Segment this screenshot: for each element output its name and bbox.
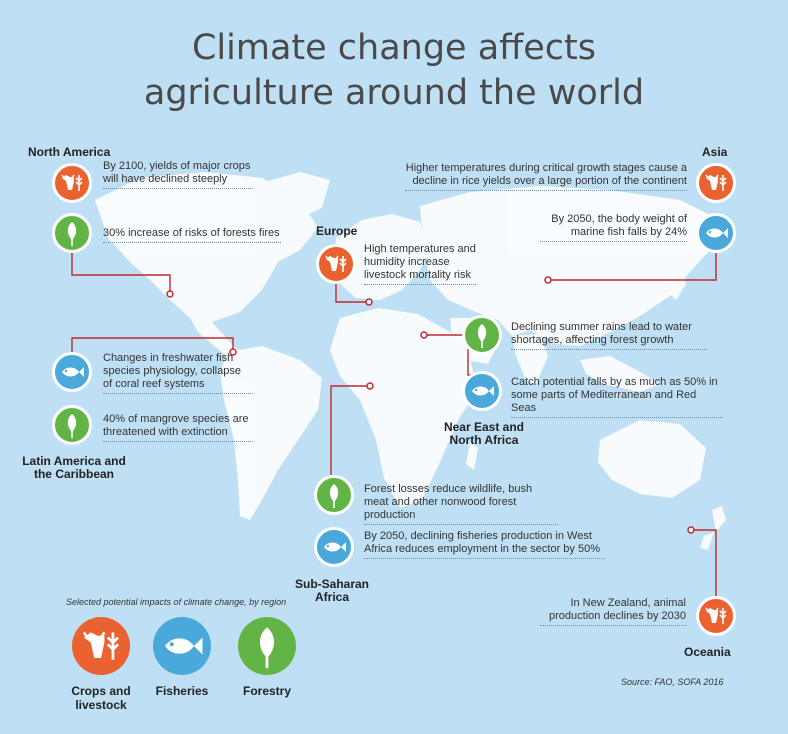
greenland-landmass: [258, 172, 330, 218]
fisheries-icon: [314, 527, 354, 567]
source-credit: Source: FAO, SOFA 2016: [621, 677, 724, 687]
near-east-impact-2: Catch potential falls by as much as 50% …: [511, 376, 723, 418]
near-east-impact-1: Declining summer rains lead to water sho…: [511, 321, 707, 350]
near-east-location-marker: [420, 331, 428, 339]
oceania-location-marker: [687, 526, 695, 534]
region-label-europe: Europe: [316, 224, 358, 238]
southeast-asia-landmass: [580, 356, 660, 392]
legend-label-forestry: Forestry: [242, 684, 292, 698]
fisheries-icon: [52, 352, 92, 392]
region-label-near-east: Near East and North Africa: [443, 420, 525, 447]
india-landmass: [512, 334, 548, 384]
fisheries-icon: [696, 213, 736, 253]
asia-impact-2: By 2050, the body weight of marine fish …: [540, 213, 687, 242]
oceania-connector: [692, 529, 717, 596]
north-america-connector: [71, 250, 171, 292]
asia-impact-1: Higher temperatures during critical grow…: [405, 162, 687, 191]
sub-saharan-impact-1: Forest losses reduce wildlife, bush meat…: [364, 483, 558, 525]
north-america-impact-1: By 2100, yields of major crops will have…: [103, 160, 253, 189]
crops-livestock-icon: [696, 163, 736, 203]
title-line-2: agriculture around the world: [143, 73, 645, 113]
title-line-1: Climate change affects: [191, 28, 597, 68]
legend-forestry-icon: [238, 617, 296, 675]
south-america-landmass: [220, 346, 322, 520]
north-america-impact-2: 30% increase of risks of forests fires: [103, 227, 281, 243]
legend-label-crops-livestock: Crops and livestock: [71, 684, 131, 712]
europe-landmass: [334, 214, 428, 300]
legend-crops-livestock-icon: [72, 617, 130, 675]
forestry-icon: [314, 475, 354, 515]
asia-landmass: [420, 186, 720, 346]
forestry-icon: [462, 315, 502, 355]
crops-livestock-icon: [316, 244, 356, 284]
legend-title: Selected potential impacts of climate ch…: [66, 597, 287, 607]
sub-saharan-connector: [330, 385, 370, 475]
region-label-latin-america: Latin America and the Caribbean: [22, 454, 126, 481]
central-america-landmass: [190, 318, 240, 360]
europe-impact-1: High temperatures and humidity increase …: [364, 243, 476, 285]
page-title: Climate change affects agriculture aroun…: [0, 26, 788, 116]
sub-saharan-location-marker: [366, 382, 374, 390]
australia-landmass: [598, 420, 706, 498]
region-label-sub-saharan: Sub-Saharan Africa: [294, 577, 369, 604]
region-label-oceania: Oceania: [684, 645, 731, 659]
latin-america-location-marker: [229, 348, 237, 356]
asia-connector: [548, 250, 717, 281]
region-label-asia: Asia: [702, 145, 728, 159]
new-zealand-landmass: [712, 506, 726, 532]
fisheries-icon: [462, 371, 502, 411]
legend-label-fisheries: Fisheries: [155, 684, 209, 698]
asia-location-marker: [544, 276, 552, 284]
north-america-location-marker: [166, 290, 174, 298]
legend-fisheries-icon: [153, 617, 211, 675]
japan-landmass: [668, 262, 686, 300]
crops-livestock-icon: [52, 163, 92, 203]
crops-livestock-icon: [696, 596, 736, 636]
latin-america-connector: [71, 337, 234, 352]
forestry-icon: [52, 213, 92, 253]
africa-landmass: [330, 308, 478, 508]
europe-location-marker: [365, 298, 373, 306]
north-america-landmass: [95, 172, 318, 322]
new-zealand-landmass: [700, 532, 714, 550]
region-label-north-america: North America: [28, 145, 111, 159]
forestry-icon: [52, 405, 92, 445]
latin-america-impact-1: Changes in freshwater fish species physi…: [103, 352, 253, 394]
latin-america-impact-2: 40% of mangrove species are threatened w…: [103, 413, 253, 442]
oceania-impact-1: In New Zealand, animal production declin…: [540, 597, 686, 626]
sub-saharan-impact-2: By 2050, declining fisheries production …: [364, 530, 604, 559]
madagascar-landmass: [466, 442, 478, 470]
europe-connector: [335, 282, 368, 303]
